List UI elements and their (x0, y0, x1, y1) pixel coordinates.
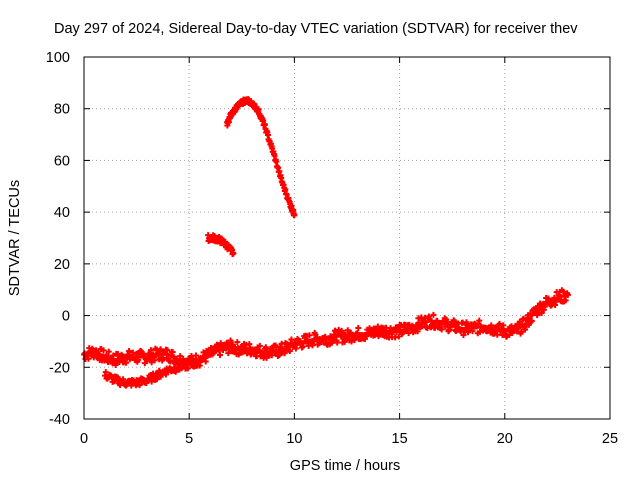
data-point (268, 352, 275, 359)
data-point (306, 332, 313, 339)
data-point (562, 297, 569, 304)
data-point (196, 359, 203, 366)
data-point (217, 352, 224, 359)
data-point (355, 324, 362, 331)
data-point (126, 348, 133, 355)
data-point (300, 340, 307, 347)
axis-ticks: 0 5 10 15 20 25 -40 -20 0 20 40 60 80 100 (46, 50, 618, 447)
y-tick-label: 20 (54, 257, 70, 273)
data-point (414, 328, 421, 335)
data-point (164, 347, 171, 354)
data-point (395, 333, 402, 340)
data-point (151, 357, 158, 364)
data-point (429, 320, 436, 327)
data-point (338, 327, 345, 334)
data-point (184, 365, 191, 372)
data-point (135, 356, 142, 363)
data-point (334, 339, 341, 346)
data-point (522, 326, 529, 333)
data-point (327, 333, 334, 340)
data-point (202, 358, 209, 365)
data-point (192, 352, 199, 359)
grid-lines (84, 57, 610, 419)
data-point (157, 346, 164, 353)
data-point (341, 338, 348, 345)
data-point (560, 288, 567, 295)
data-point (310, 338, 317, 345)
x-tick-label: 15 (392, 431, 408, 447)
y-axis-label: SDTVAR / TECUs (7, 180, 23, 296)
data-point (518, 328, 525, 335)
data-point (262, 344, 269, 351)
data-point (256, 342, 263, 349)
data-point (177, 353, 184, 360)
y-tick-label: 0 (62, 309, 70, 325)
data-point (286, 347, 293, 354)
x-tick-label: 20 (497, 431, 513, 447)
data-point (263, 354, 270, 361)
data-point (506, 332, 513, 339)
data-point (103, 352, 110, 359)
data-point (217, 340, 224, 347)
y-tick-label: -20 (49, 360, 70, 376)
data-point (129, 349, 136, 356)
data-point (496, 320, 503, 327)
data-point (426, 316, 433, 323)
data-point (100, 347, 107, 354)
data-point (528, 317, 535, 324)
data-point (564, 291, 571, 298)
data-point (451, 318, 458, 325)
data-point (102, 369, 109, 376)
chart-title: Day 297 of 2024, Sidereal Day-to-day VTE… (54, 21, 578, 37)
series-arc-large (224, 96, 298, 219)
data-point (469, 328, 476, 335)
data-point (147, 347, 154, 354)
data-point (281, 350, 288, 357)
series-lower-trace (102, 356, 203, 389)
series-main-trace (81, 287, 571, 372)
x-axis-label: GPS time / hours (290, 458, 400, 474)
x-tick-label: 0 (80, 431, 88, 447)
data-point (110, 352, 117, 359)
data-point (527, 310, 534, 317)
data-point (234, 339, 241, 346)
x-tick-label: 5 (185, 431, 193, 447)
data-point (430, 311, 437, 318)
data-point (230, 250, 237, 257)
y-tick-label: 100 (46, 50, 70, 66)
data-series (81, 96, 571, 389)
y-tick-label: 40 (54, 205, 70, 221)
data-point (488, 322, 495, 329)
data-point (438, 326, 445, 333)
data-point (347, 329, 354, 336)
data-point (169, 349, 176, 356)
data-point (85, 355, 92, 362)
data-point (105, 348, 112, 355)
data-point (276, 352, 283, 359)
x-tick-label: 10 (286, 431, 302, 447)
data-point (500, 322, 507, 329)
plot-frame (83, 56, 611, 420)
y-tick-label: 60 (54, 153, 70, 169)
data-point (291, 211, 298, 218)
series-arc-small (205, 232, 237, 258)
data-point (494, 331, 501, 338)
data-point (146, 350, 153, 357)
data-point (476, 317, 483, 324)
y-tick-label: -40 (49, 412, 70, 428)
x-tick-label: 25 (602, 431, 618, 447)
y-tick-label: 80 (54, 102, 70, 118)
